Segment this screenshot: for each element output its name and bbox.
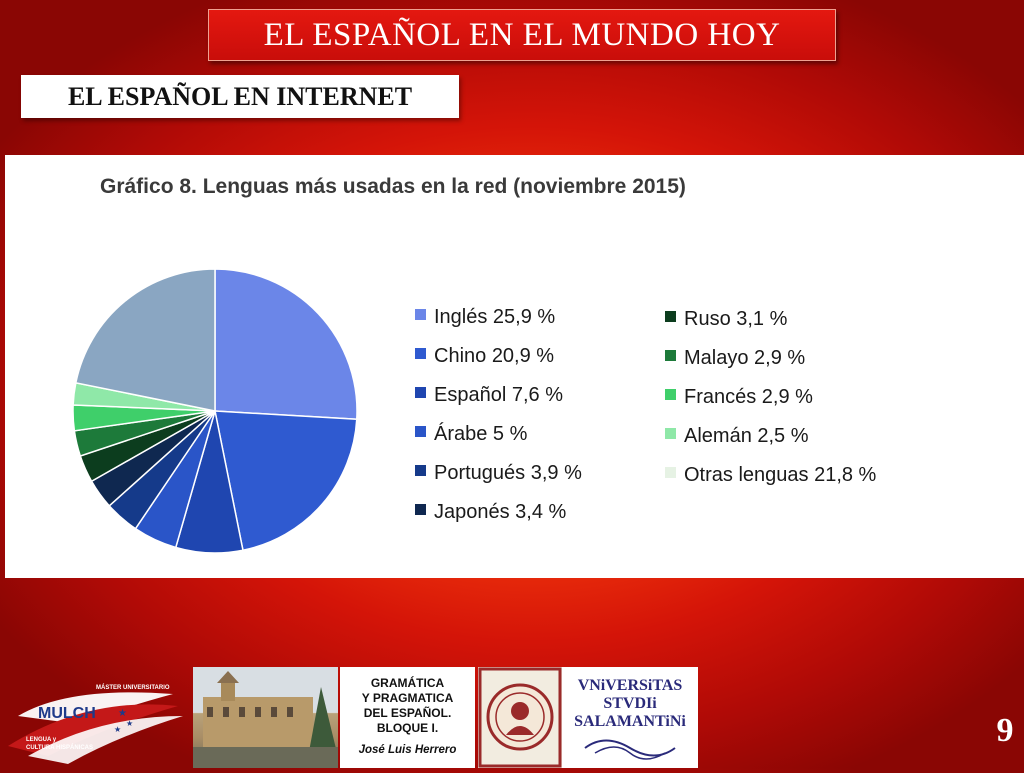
legend-label: Ruso 3,1 % [684, 308, 788, 330]
university-seal [478, 667, 562, 768]
universitas-logo: VNiVERSiTAS STVDIi SALAMANTiNi [562, 667, 698, 768]
legend-swatch [665, 389, 676, 400]
course-title: GRAMÁTICA Y PRAGMATICA DEL ESPAÑOL. BLOQ… [361, 676, 454, 735]
chart-title: Gráfico 8. Lenguas más usadas en la red … [100, 175, 686, 198]
univ-line-1: VNiVERSiTAS [577, 677, 683, 694]
legend-swatch [415, 504, 426, 515]
legend-swatch [665, 350, 676, 361]
legend-label: Portugués 3,9 % [434, 462, 582, 484]
legend-label: Alemán 2,5 % [684, 425, 809, 447]
legend-label: Chino 20,9 % [434, 345, 554, 367]
page-number: 9 [996, 712, 1014, 749]
course-info-box: GRAMÁTICA Y PRAGMATICA DEL ESPAÑOL. BLOQ… [340, 667, 475, 768]
legend-swatch [415, 348, 426, 359]
legend-label: Inglés 25,9 % [434, 306, 555, 328]
legend-swatch [415, 426, 426, 437]
pie-slices [72, 268, 358, 554]
pie-chart: Gráfico 8. Lenguas más usadas en la red … [72, 175, 877, 554]
legend-label: Otras lenguas 21,8 % [684, 464, 877, 486]
legend-label: Francés 2,9 % [684, 386, 813, 408]
legend-swatch [665, 311, 676, 322]
section-subtitle: EL ESPAÑOL EN INTERNET [21, 75, 459, 118]
mulch-logo: MÁSTER UNIVERSITARIO MULCH ★ ★ ★ LENGUA … [8, 676, 188, 764]
slide-title: EL ESPAÑOL EN EL MUNDO HOY [208, 9, 836, 61]
legend-swatch [665, 428, 676, 439]
pie-chart-panel: Gráfico 8. Lenguas más usadas en la red … [5, 155, 1024, 578]
logo-bottom-line-2: CULTURA HISPÁNICAS [26, 744, 93, 751]
legend-swatch [415, 387, 426, 398]
svg-text:★: ★ [126, 719, 133, 728]
chart-legend: Inglés 25,9 % Chino 20,9 % Español 7,6 % Ár… [415, 306, 877, 523]
author-name: José Luis Herrero [358, 744, 457, 756]
university-building-photo [193, 667, 338, 768]
legend-label: Japonés 3,4 % [434, 501, 567, 523]
legend-label: Español 7,6 % [434, 384, 563, 406]
logo-bottom-line-1: LENGUA y [26, 737, 57, 743]
svg-text:★: ★ [118, 708, 127, 719]
logo-top-text: MÁSTER UNIVERSITARIO [96, 684, 170, 691]
univ-line-3: SALAMANTiNi [574, 713, 686, 730]
legend-label: Árabe 5 % [434, 422, 528, 445]
logo-name: MULCH [38, 705, 96, 722]
pie-slice-inglés [214, 268, 358, 421]
univ-line-2: STVDIi [603, 695, 657, 712]
legend-swatch [415, 465, 426, 476]
legend-label: Malayo 2,9 % [684, 347, 805, 369]
svg-text:★: ★ [114, 725, 121, 734]
pie-slice-otras-lenguas [74, 268, 216, 412]
legend-swatch [665, 467, 676, 478]
legend-swatch [415, 309, 426, 320]
pie-slice-chino [214, 410, 358, 552]
